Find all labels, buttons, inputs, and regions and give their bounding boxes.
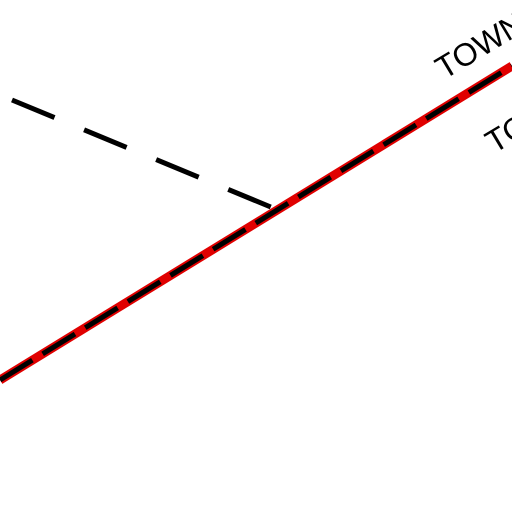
highlighted-boundary-dashes xyxy=(0,63,512,383)
dashed-boundary-line xyxy=(11,97,279,213)
